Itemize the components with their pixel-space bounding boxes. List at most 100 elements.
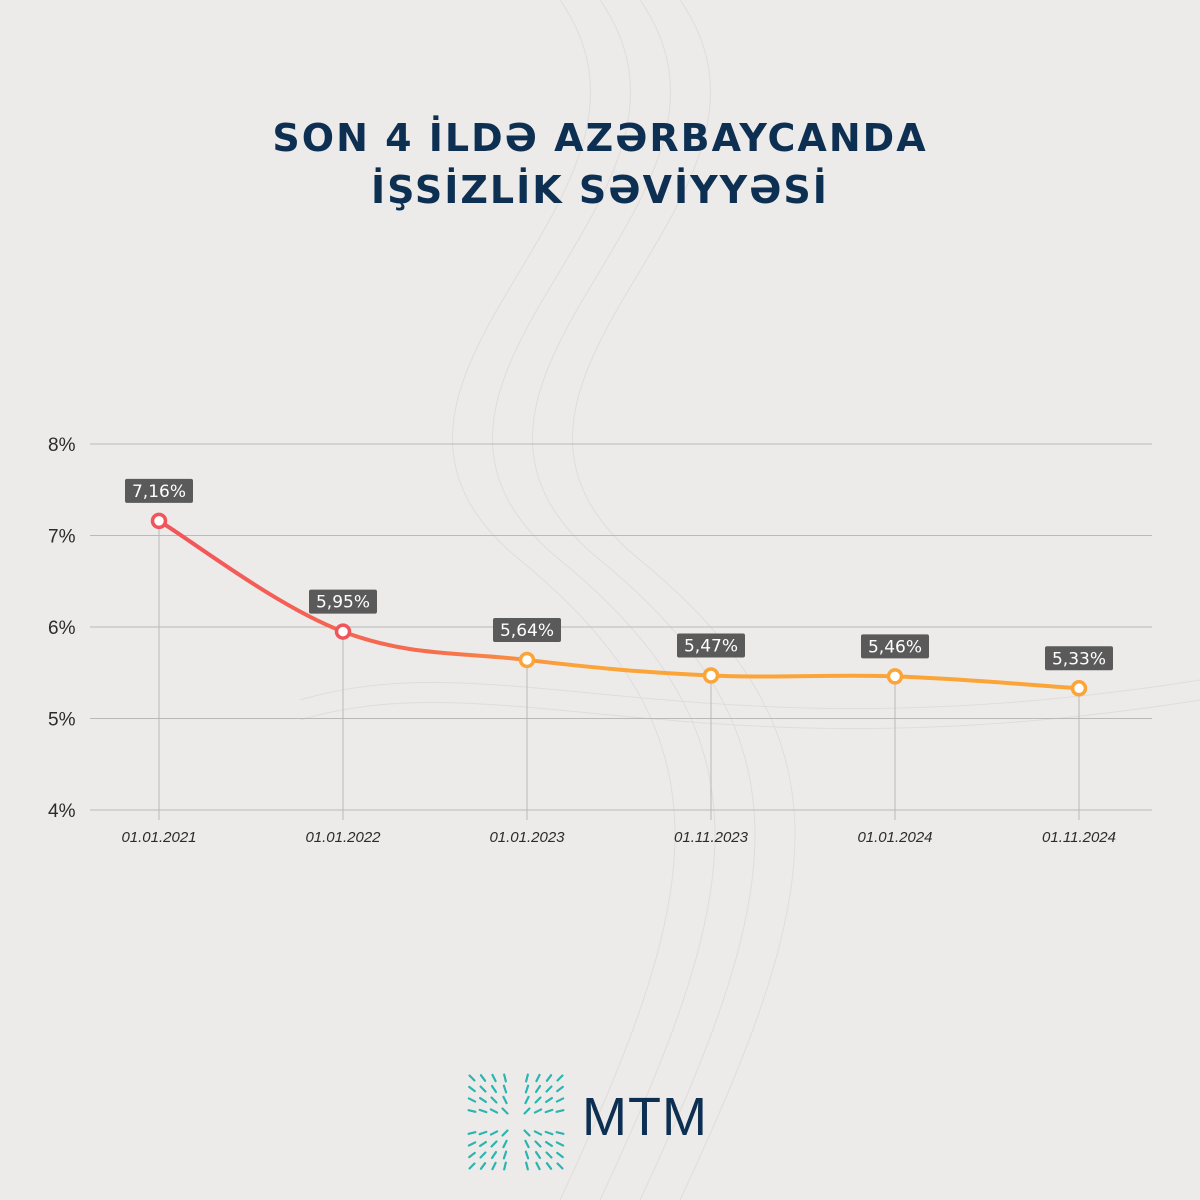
logo-mark bbox=[468, 1162, 476, 1170]
y-axis-tick-labels: 4% 5% 6% 7% 8% bbox=[48, 435, 76, 822]
logo-mark bbox=[555, 1097, 565, 1103]
logo-mark bbox=[491, 1073, 497, 1083]
data-label: 5,33% bbox=[1052, 649, 1106, 669]
logo-mark bbox=[544, 1130, 554, 1136]
chart-title: SON 4 İLDƏ AZƏRBAYCANDA İŞSİZLİK SƏVİYYƏ… bbox=[0, 112, 1200, 216]
logo-mark bbox=[544, 1096, 554, 1104]
y-tick-label: 8% bbox=[48, 435, 76, 456]
chart-title-line-1: SON 4 İLDƏ AZƏRBAYCANDA bbox=[272, 116, 928, 160]
logo-mark bbox=[534, 1150, 542, 1160]
logo-mark bbox=[556, 1085, 564, 1093]
logo-mark bbox=[545, 1085, 553, 1093]
x-tick-label: 01.11.2023 bbox=[674, 829, 749, 846]
logo-mark bbox=[490, 1140, 498, 1148]
logo-mark bbox=[525, 1161, 529, 1171]
logo-mark bbox=[533, 1108, 543, 1114]
logo-mark bbox=[502, 1139, 508, 1149]
logo-mark bbox=[468, 1085, 476, 1093]
x-axis-tick-labels: 01.01.2021 01.01.2022 01.01.2023 01.11.2023… bbox=[121, 829, 1116, 846]
x-tick-label: 01.01.2023 bbox=[489, 829, 565, 846]
data-label: 5,47% bbox=[684, 636, 738, 656]
logo-mark bbox=[523, 1129, 531, 1137]
series-line bbox=[157, 518, 1081, 691]
data-point bbox=[150, 512, 168, 530]
logo-mark bbox=[535, 1073, 541, 1083]
logo-mark bbox=[489, 1130, 499, 1136]
logo-mark bbox=[478, 1096, 488, 1104]
data-points bbox=[150, 512, 1088, 697]
logo-mark bbox=[545, 1151, 553, 1159]
logo-mark bbox=[523, 1107, 531, 1115]
data-point bbox=[1070, 680, 1088, 697]
logo-mark bbox=[479, 1085, 487, 1093]
logo-mark bbox=[478, 1140, 488, 1148]
y-tick-label: 4% bbox=[48, 801, 76, 822]
y-tick-label: 5% bbox=[48, 710, 76, 731]
data-label-box bbox=[125, 478, 193, 503]
logo-mark bbox=[556, 1074, 564, 1082]
data-label-box bbox=[1045, 646, 1113, 671]
logo-mark bbox=[468, 1151, 476, 1159]
data-point bbox=[886, 668, 904, 685]
x-droplines bbox=[158, 520, 1080, 820]
logo-mark bbox=[467, 1141, 477, 1147]
y-gridlines bbox=[90, 443, 1152, 811]
x-tick-label: 01.11.2024 bbox=[1042, 829, 1116, 846]
logo-mark bbox=[467, 1097, 477, 1103]
logo-mark bbox=[467, 1109, 477, 1113]
logo-mark bbox=[490, 1084, 498, 1094]
mtm-logo-icon bbox=[467, 1073, 565, 1171]
logo-mark bbox=[524, 1095, 530, 1105]
logo-mark bbox=[544, 1108, 554, 1114]
logo-mark bbox=[491, 1161, 497, 1171]
brand-logo: MTM bbox=[466, 1072, 766, 1172]
logo-mark bbox=[534, 1084, 542, 1094]
logo-mark bbox=[501, 1129, 509, 1137]
logo-mark bbox=[534, 1140, 542, 1148]
logo-mark bbox=[489, 1108, 499, 1114]
data-point bbox=[702, 667, 720, 684]
logo-mark bbox=[479, 1074, 487, 1082]
logo-mark bbox=[502, 1150, 508, 1160]
data-label: 5,95% bbox=[316, 593, 370, 613]
logo-mark bbox=[490, 1096, 498, 1104]
logo-mark bbox=[501, 1107, 509, 1115]
logo-mark bbox=[479, 1162, 487, 1170]
logo-mark bbox=[503, 1073, 507, 1083]
x-tick-label: 01.01.2024 bbox=[857, 829, 932, 846]
data-labels: 7,16% 5,95% 5,64% 5,47% 5,46% 5,33% bbox=[125, 478, 1113, 671]
logo-mark bbox=[555, 1109, 565, 1113]
logo-mark bbox=[478, 1130, 488, 1136]
logo-mark bbox=[555, 1131, 565, 1135]
y-tick-label: 7% bbox=[48, 527, 76, 548]
data-label-box bbox=[677, 633, 745, 658]
data-label: 5,46% bbox=[868, 637, 922, 657]
data-label: 7,16% bbox=[132, 482, 186, 502]
logo-mark bbox=[556, 1151, 564, 1159]
logo-mark bbox=[555, 1141, 565, 1147]
logo-mark bbox=[534, 1096, 542, 1104]
data-point bbox=[518, 651, 536, 669]
data-label: 5,64% bbox=[500, 621, 554, 641]
logo-mark bbox=[544, 1140, 554, 1148]
data-label-box bbox=[861, 634, 929, 659]
logo-mark bbox=[479, 1151, 487, 1159]
logo-mark bbox=[490, 1150, 498, 1160]
logo-mark bbox=[545, 1074, 553, 1082]
chart-title-line-2: İŞSİZLİK SƏVİYYƏSİ bbox=[371, 168, 829, 212]
data-label-box bbox=[493, 617, 561, 642]
logo-mark bbox=[524, 1139, 530, 1149]
data-point bbox=[334, 623, 352, 640]
logo-mark bbox=[502, 1084, 508, 1094]
logo-mark bbox=[478, 1108, 488, 1114]
x-tick-label: 01.01.2021 bbox=[121, 829, 196, 846]
logo-mark bbox=[525, 1073, 529, 1083]
logo-mark bbox=[502, 1095, 508, 1105]
logo-mark bbox=[468, 1074, 476, 1082]
logo-mark bbox=[524, 1150, 530, 1160]
logo-mark bbox=[503, 1161, 507, 1171]
logo-text: MTM bbox=[582, 1087, 708, 1147]
logo-mark bbox=[467, 1131, 477, 1135]
